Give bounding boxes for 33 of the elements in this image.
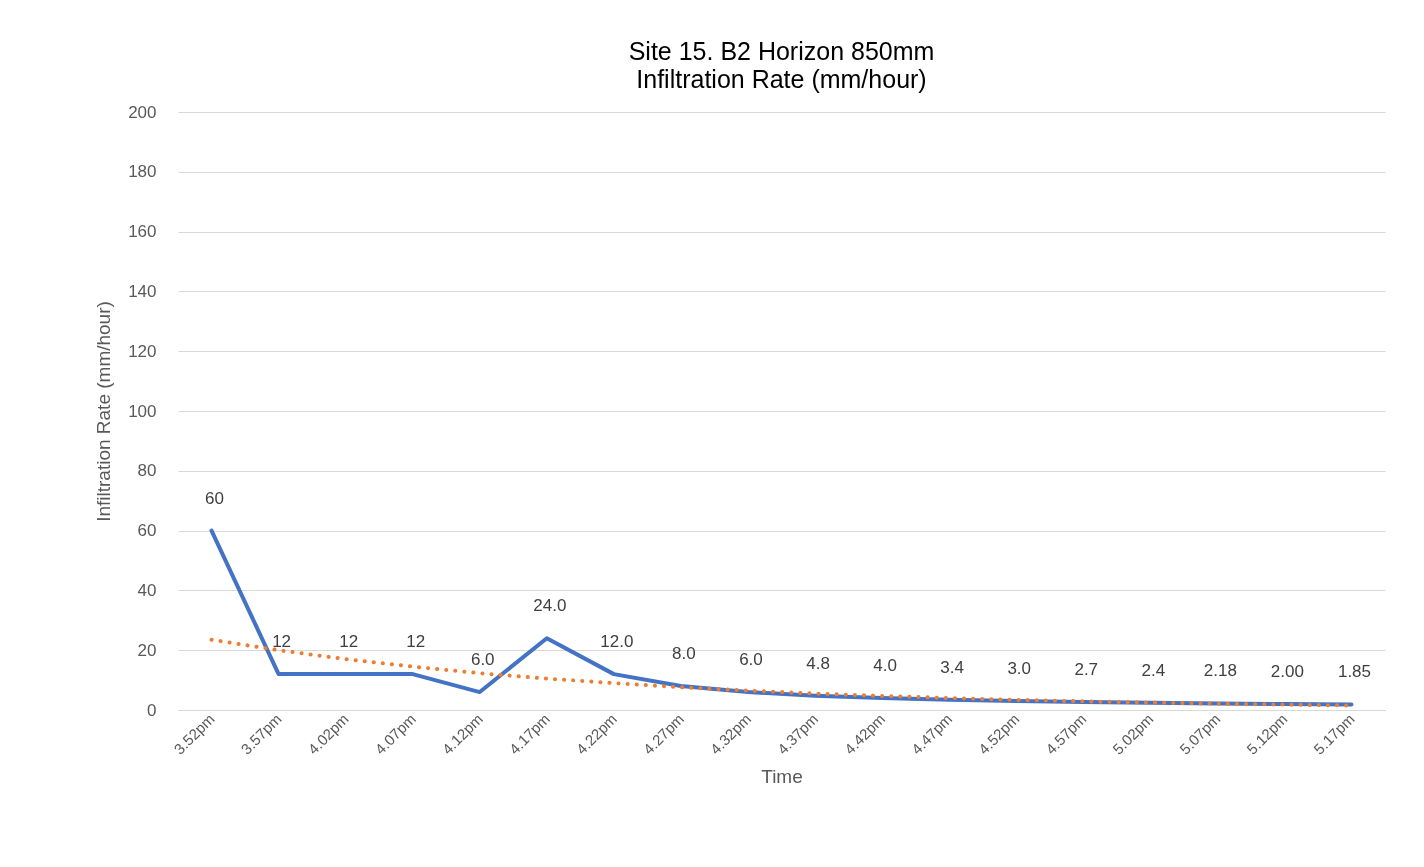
data-label: 3.4: [940, 657, 964, 677]
data-label: 2.4: [1141, 660, 1166, 680]
y-tick-label: 20: [137, 640, 157, 660]
data-label: 12: [272, 632, 292, 652]
data-label: 24.0: [533, 596, 567, 616]
data-label: 6.0: [470, 650, 495, 670]
y-tick-label: 180: [128, 162, 157, 182]
y-tick-label: 0: [147, 700, 157, 720]
data-label: 4.8: [806, 653, 830, 673]
data-label: 12: [339, 632, 359, 652]
data-label: 12: [406, 632, 426, 652]
data-label: 3.0: [1007, 659, 1032, 679]
y-tick-label: 80: [137, 461, 157, 481]
data-label: 8.0: [672, 644, 696, 664]
y-tick-label: 120: [128, 341, 157, 361]
y-tick-label: 100: [128, 401, 157, 421]
data-label: 2.00: [1270, 662, 1304, 682]
y-tick-label: 60: [137, 521, 157, 541]
y-axis-title: Infiltration Rate (mm/hour): [93, 301, 115, 522]
data-label: 60: [205, 488, 224, 508]
y-tick-label: 40: [137, 580, 157, 600]
data-label: 12.0: [600, 632, 634, 652]
y-tick-label: 200: [128, 102, 157, 122]
x-axis-title: Time: [761, 765, 803, 787]
data-label: 2.7: [1074, 659, 1099, 679]
data-label: 1.85: [1337, 662, 1372, 682]
y-tick-label: 160: [128, 222, 157, 242]
data-label: 6.0: [739, 650, 763, 670]
y-tick-label: 140: [128, 281, 157, 301]
chart-subtitle: Infiltration Rate (mm/hour): [636, 65, 927, 93]
data-label: 4.0: [873, 656, 897, 676]
data-label: 2.18: [1203, 661, 1237, 681]
chart-title: Site 15. B2 Horizon 850mm: [628, 37, 935, 65]
